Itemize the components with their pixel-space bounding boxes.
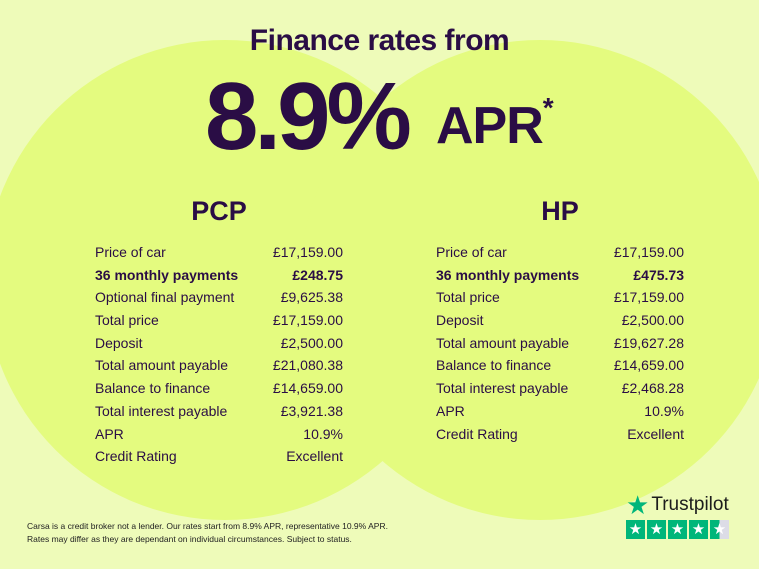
row-value: £21,080.38 [272, 357, 343, 374]
table-row: 36 monthly payments £475.73 [436, 264, 684, 287]
hp-table: HP Price of car £17,159.00 36 monthly paym… [436, 196, 684, 445]
row-label: Balance to finance [95, 380, 211, 397]
row-label: 36 monthly payments [95, 266, 239, 283]
rating-star-icon: ★ [668, 520, 687, 539]
table-row: Total amount payable £19,627.28 [436, 332, 684, 355]
row-label: Price of car [95, 244, 166, 260]
table-row: Credit Rating Excellent [436, 423, 684, 446]
table-row: Total interest payable £3,921.38 [95, 400, 343, 423]
table-row: APR 10.9% [436, 400, 684, 423]
row-label: APR [436, 402, 465, 419]
row-value: £17,159.00 [272, 244, 343, 260]
disclaimer-line: Rates may differ as they are dependant o… [27, 534, 352, 544]
apr-label: APR [436, 97, 544, 155]
table-row: Total amount payable £21,080.38 [95, 354, 343, 377]
star-icon: ★ [626, 490, 650, 520]
table-row: Credit Rating Excellent [95, 445, 343, 468]
row-label: Optional final payment [95, 289, 235, 306]
row-label: APR [95, 425, 124, 442]
row-value: £475.73 [633, 266, 684, 283]
row-value: 10.9% [303, 425, 343, 442]
row-value: £17,159.00 [613, 289, 684, 306]
row-label: Total price [436, 289, 500, 306]
row-label: Total interest payable [436, 380, 569, 397]
row-value: £248.75 [292, 266, 343, 283]
row-value: £3,921.38 [280, 402, 343, 419]
disclaimer-line: Carsa is a credit broker not a lender. O… [27, 521, 388, 531]
row-value: £14,659.00 [272, 380, 343, 397]
table-row: Optional final payment £9,625.38 [95, 286, 343, 309]
table-row: Price of car £17,159.00 [95, 241, 343, 264]
row-label: Deposit [95, 334, 143, 351]
table-row: 36 monthly payments £248.75 [95, 264, 343, 287]
row-label: Total interest payable [95, 402, 228, 419]
trustpilot-logo: ★ Trustpilot [626, 490, 729, 520]
row-label: Price of car [436, 244, 507, 260]
rating-star-icon: ★ [626, 520, 645, 539]
row-value: £2,468.28 [621, 380, 684, 397]
hp-title: HP [541, 196, 579, 226]
row-label: Total amount payable [436, 334, 570, 351]
row-label: Total price [95, 312, 159, 329]
row-value: £14,659.00 [613, 357, 684, 374]
table-row: Total price £17,159.00 [95, 309, 343, 332]
table-row: Deposit £2,500.00 [95, 332, 343, 355]
trustpilot-name: Trustpilot [651, 494, 729, 515]
table-row: APR 10.9% [95, 423, 343, 446]
row-label: 36 monthly payments [436, 266, 580, 283]
row-value: £2,500.00 [621, 312, 684, 329]
row-value: £19,627.28 [613, 334, 684, 351]
disclaimer: Carsa is a credit broker not a lender. O… [27, 520, 388, 546]
headline: Finance rates from [249, 24, 510, 57]
background-circle-right [300, 40, 759, 520]
table-row: Total price £17,159.00 [436, 286, 684, 309]
row-label: Deposit [436, 312, 484, 329]
rate-value: 8.9% [205, 63, 412, 170]
pcp-title: PCP [191, 196, 247, 226]
table-row: Balance to finance £14,659.00 [436, 354, 684, 377]
row-label: Total amount payable [95, 357, 229, 374]
row-value: £17,159.00 [272, 312, 343, 329]
row-value: Excellent [627, 425, 684, 442]
row-value: £9,625.38 [280, 289, 343, 306]
row-value: £17,159.00 [613, 244, 684, 260]
asterisk: * [542, 91, 554, 123]
row-value: £2,500.00 [280, 334, 343, 351]
row-label: Credit Rating [95, 448, 177, 465]
row-label: Balance to finance [436, 357, 552, 374]
table-row: Price of car £17,159.00 [436, 241, 684, 264]
row-value: Excellent [286, 448, 343, 465]
rating-star-icon: ★ [710, 520, 729, 539]
table-row: Deposit £2,500.00 [436, 309, 684, 332]
trustpilot-rating: ★ ★ ★ ★ ★ [626, 520, 729, 539]
row-label: Credit Rating [436, 425, 518, 442]
row-value: 10.9% [644, 402, 684, 419]
trustpilot-badge: ★ Trustpilot ★ ★ ★ ★ ★ [626, 490, 729, 539]
pcp-table: PCP Price of car £17,159.00 36 monthly pay… [95, 196, 343, 468]
table-row: Balance to finance £14,659.00 [95, 377, 343, 400]
table-row: Total interest payable £2,468.28 [436, 377, 684, 400]
rating-star-icon: ★ [689, 520, 708, 539]
rate-suffix: APR* [436, 92, 554, 156]
rating-star-icon: ★ [647, 520, 666, 539]
